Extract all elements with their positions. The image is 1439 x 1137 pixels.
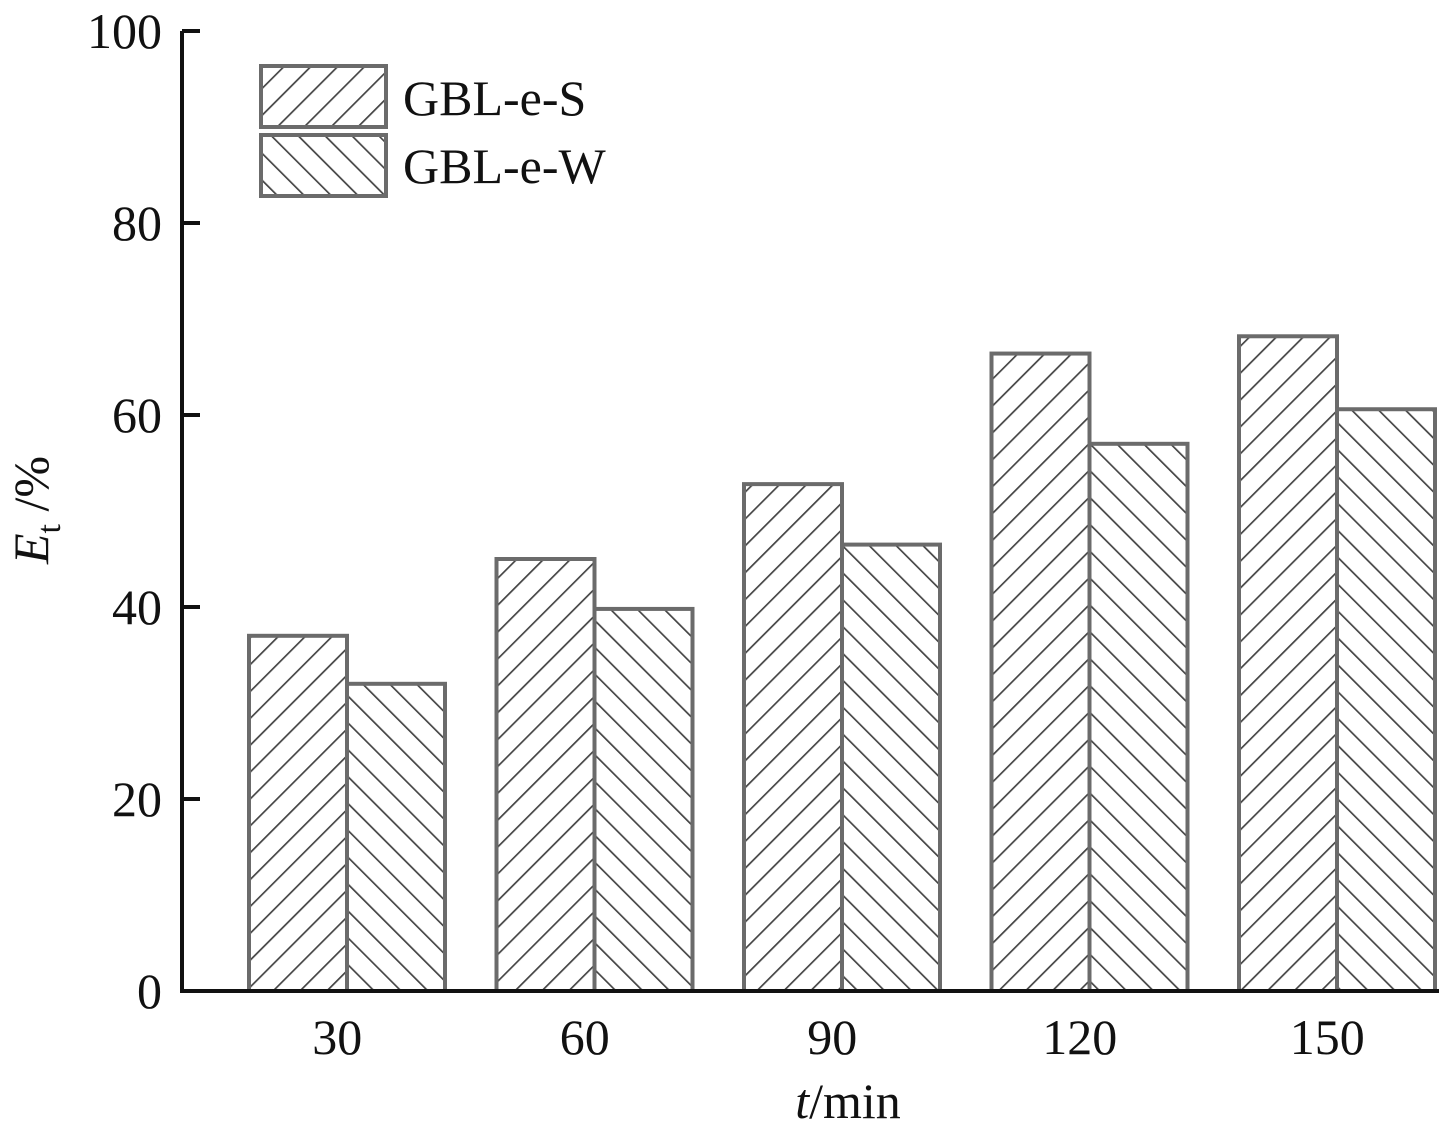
y-tick-label: 0: [137, 963, 162, 1019]
bar-gbl-e-w-90: [840, 542, 942, 993]
bar-gbl-e-s-150: [1237, 334, 1339, 993]
legend-label-gbl-e-w: GBL-e-W: [403, 138, 606, 194]
bar-gbl-e-s-90: [742, 482, 844, 993]
y-axis-subscript: t: [31, 523, 68, 533]
x-axis-unit: /min: [809, 1073, 901, 1129]
y-axis-unit: /%: [3, 456, 59, 524]
y-tick-label: 60: [112, 387, 162, 443]
bar-gbl-e-s-120: [989, 351, 1092, 993]
y-axis-symbol: E: [3, 533, 59, 565]
bar-gbl-e-w-30: [345, 681, 447, 993]
x-axis-symbol: t: [795, 1073, 810, 1129]
x-tick-label: 150: [1290, 1009, 1365, 1065]
legend-swatch-gbl-e-s: [259, 64, 388, 129]
bar-gbl-e-w-60: [592, 606, 695, 993]
x-ticks: 30 60 90 120 150: [312, 1009, 1365, 1065]
bar-gbl-e-w-120: [1087, 441, 1190, 993]
x-tick-label: 60: [560, 1009, 610, 1065]
legend-swatch-gbl-e-w: [259, 133, 388, 198]
bar-gbl-e-s-60: [494, 557, 597, 993]
x-tick-label: 90: [807, 1009, 857, 1065]
legend-label-gbl-e-s: GBL-e-S: [403, 70, 586, 126]
x-axis-title: t/min: [795, 1073, 901, 1129]
x-tick-label: 30: [312, 1009, 362, 1065]
x-tick-label: 120: [1042, 1009, 1117, 1065]
legend: GBL-e-S GBL-e-W: [259, 64, 606, 198]
y-tick-label: 80: [112, 195, 162, 251]
axes: [180, 31, 1439, 993]
y-tick-label: 40: [112, 579, 162, 635]
y-ticks: 0 20 40 60 80 100: [87, 3, 200, 1019]
bar-gbl-e-s-30: [247, 633, 349, 993]
y-tick-label: 100: [87, 3, 162, 59]
bar-gbl-e-w-150: [1335, 407, 1437, 993]
y-tick-label: 20: [112, 771, 162, 827]
y-axis-title: Et /%: [3, 456, 68, 565]
bars-group: [247, 334, 1437, 993]
